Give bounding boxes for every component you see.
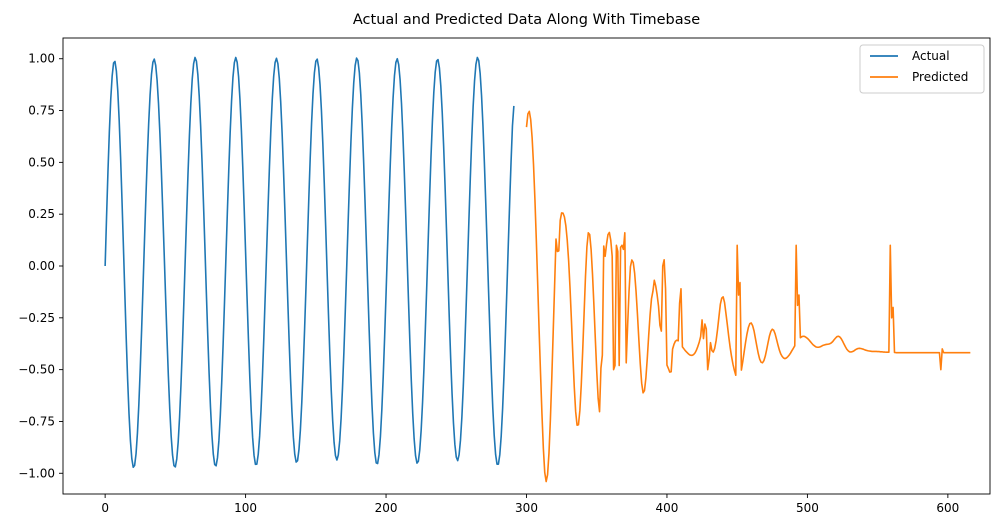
legend-label: Predicted: [912, 70, 968, 84]
series-line-predicted: [525, 110, 971, 483]
x-tick-label: 200: [375, 501, 398, 515]
series-layer: [104, 56, 971, 483]
y-tick-label: 0.75: [28, 104, 55, 118]
series-line-actual: [104, 56, 515, 469]
x-tick-label: 500: [796, 501, 819, 515]
y-tick-label: 0.25: [28, 207, 55, 221]
y-axis: 1.00 0.75 0.50 0.25 0.00 −0.25 −0.50 −0.75 −1.00: [18, 52, 63, 480]
x-tick-label: 300: [515, 501, 538, 515]
y-tick-label: 1.00: [28, 52, 55, 66]
x-tick-label: 600: [936, 501, 959, 515]
y-tick-label: 0.00: [28, 259, 55, 273]
legend-label: Actual: [912, 49, 950, 63]
x-tick-label: 400: [656, 501, 679, 515]
y-tick-label: −1.00: [18, 466, 55, 480]
x-tick-label: 0: [101, 501, 109, 515]
legend-box: [859, 44, 985, 94]
chart-title: Actual and Predicted Data Along With Tim…: [353, 12, 700, 28]
y-tick-label: 0.50: [28, 155, 55, 169]
x-axis: 0 100 200 300 400 500 600: [101, 494, 959, 515]
legend: Actual Predicted: [859, 44, 985, 94]
x-tick-label: 100: [234, 501, 257, 515]
y-tick-label: −0.75: [18, 414, 55, 428]
y-tick-label: −0.50: [18, 363, 55, 377]
y-tick-label: −0.25: [18, 311, 55, 325]
